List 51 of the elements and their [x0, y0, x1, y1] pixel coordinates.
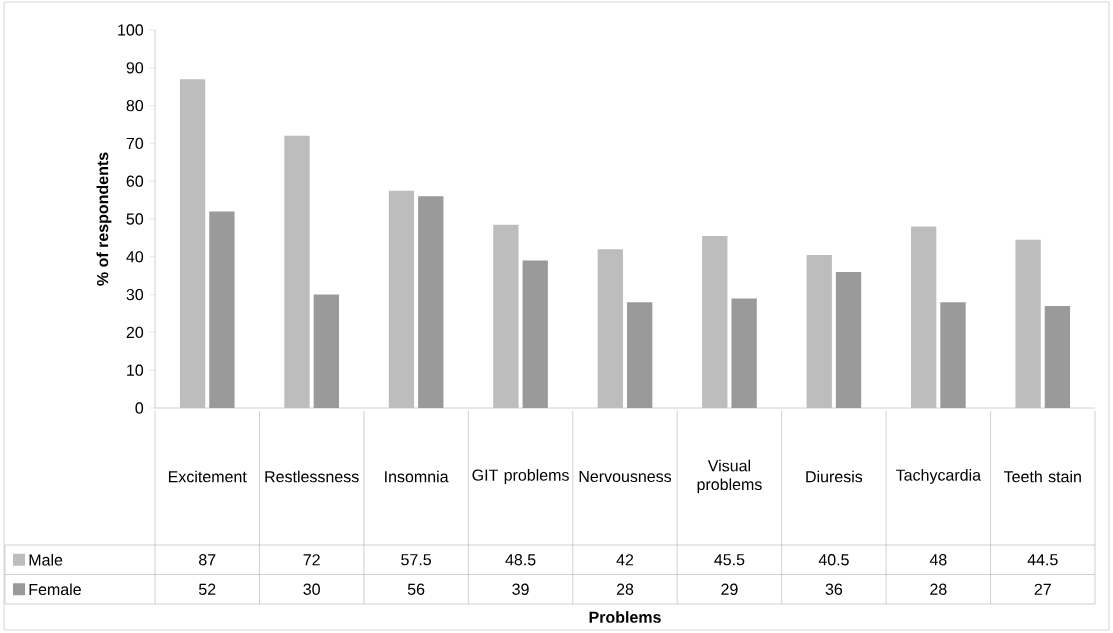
legend-label: Female: [29, 583, 81, 596]
y-tick-label: 40: [126, 251, 144, 263]
data-label: 57.5: [401, 554, 431, 566]
data-label: 39: [512, 583, 529, 595]
bar: [597, 249, 623, 408]
data-label: 29: [721, 583, 738, 595]
bar: [911, 226, 937, 408]
x-tick-label: GIT problems: [472, 469, 569, 484]
x-tick-label: Insomnia: [385, 470, 449, 483]
x-tick-label: Excitement: [168, 470, 247, 483]
y-tick-label: 60: [126, 175, 144, 187]
data-label: 36: [825, 583, 843, 595]
y-tick-label: 70: [126, 137, 144, 150]
data-label: 52: [198, 583, 216, 595]
data-label: 48: [929, 554, 947, 566]
data-label: 30: [303, 583, 320, 595]
x-tick-label: Tachycardia: [896, 469, 982, 484]
y-tick-label: 0: [135, 402, 144, 414]
x-tick-label: Diuresis: [806, 470, 863, 483]
data-label: 27: [1034, 583, 1051, 595]
legend-label: Male: [29, 553, 63, 566]
data-label: 72: [303, 554, 320, 566]
x-tick-label: Teeth stain: [1004, 470, 1081, 483]
data-label: 56: [407, 583, 425, 595]
bar: [702, 236, 728, 408]
bar: [493, 224, 519, 408]
data-label: 42: [616, 554, 634, 566]
y-tick-label: 80: [126, 99, 144, 112]
y-tick-label: 20: [126, 326, 144, 339]
data-label: 48.5: [505, 554, 536, 566]
bar: [806, 254, 832, 408]
y-tick-label: 90: [126, 62, 144, 74]
data-label: 40.5: [818, 554, 849, 566]
data-label: 28: [616, 583, 634, 595]
bar: [388, 190, 415, 408]
y-tick-label: 100: [118, 24, 144, 36]
data-label: 44.5: [1027, 554, 1058, 566]
y-tick-label: 10: [127, 364, 144, 376]
y-axis-title: % of respondents: [96, 152, 112, 286]
data-label: 28: [930, 583, 947, 595]
x-tick-label: Nervousness: [579, 470, 672, 483]
x-tick-label: Visual problems: [697, 459, 762, 494]
bar: [284, 135, 310, 408]
text: Problems: [589, 611, 661, 623]
y-tick-label: 30: [126, 288, 144, 301]
y-tick-label: 50: [126, 213, 144, 225]
x-tick-label: Restlessness: [265, 470, 359, 483]
data-label: 45.5: [714, 554, 745, 566]
bar: [179, 79, 206, 408]
data-label: 87: [199, 554, 216, 566]
bar: [1015, 239, 1041, 408]
